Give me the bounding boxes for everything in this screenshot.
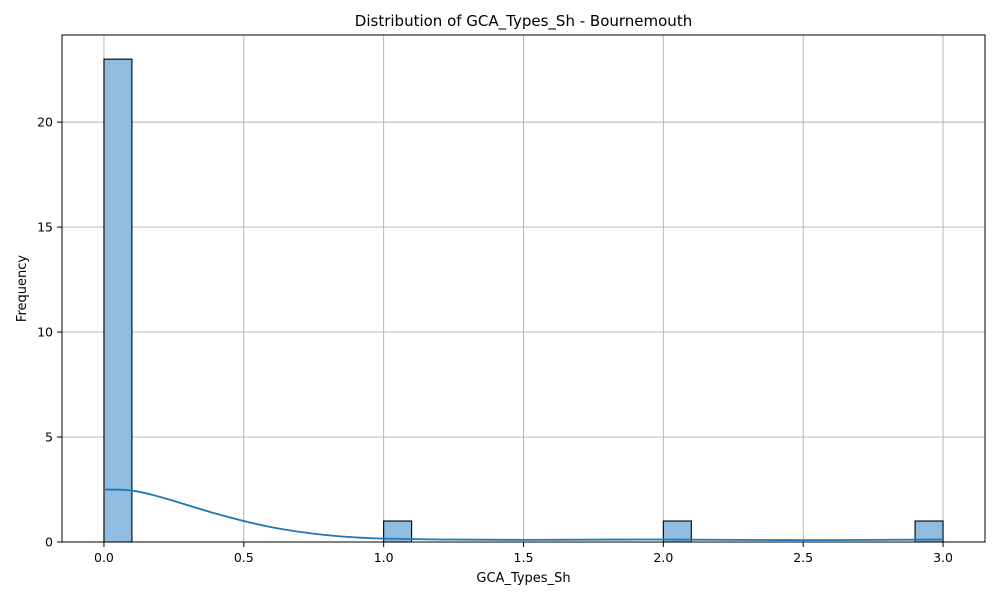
x-tick-label-4: 2.0 (653, 550, 673, 565)
y-tick-label-3: 15 (37, 220, 53, 235)
y-tick-label-0: 0 (45, 535, 53, 550)
x-axis-label: GCA_Types_Sh (476, 571, 570, 586)
y-tick-label-4: 20 (37, 115, 53, 130)
chart-title: Distribution of GCA_Types_Sh - Bournemou… (355, 12, 692, 31)
x-tick-label-5: 2.5 (793, 550, 813, 565)
x-tick-label-6: 3.0 (933, 550, 953, 565)
x-tick-label-2: 1.0 (374, 550, 394, 565)
kde-curve (103, 488, 944, 542)
y-tick-label-2: 10 (37, 325, 53, 340)
grid (62, 35, 985, 543)
x-tick-label-0: 0.0 (94, 550, 114, 565)
x-tick-label-1: 0.5 (234, 550, 254, 565)
histogram-bars (103, 58, 944, 543)
y-tick-label-1: 5 (45, 430, 53, 445)
histogram-bar-0 (103, 58, 133, 543)
axis-ticks: 0.0 0.5 1.0 1.5 2.0 2.5 3.0 0 5 10 15 20 (37, 115, 953, 565)
x-tick-label-3: 1.5 (514, 550, 534, 565)
y-axis-label: Frequency (15, 255, 30, 322)
